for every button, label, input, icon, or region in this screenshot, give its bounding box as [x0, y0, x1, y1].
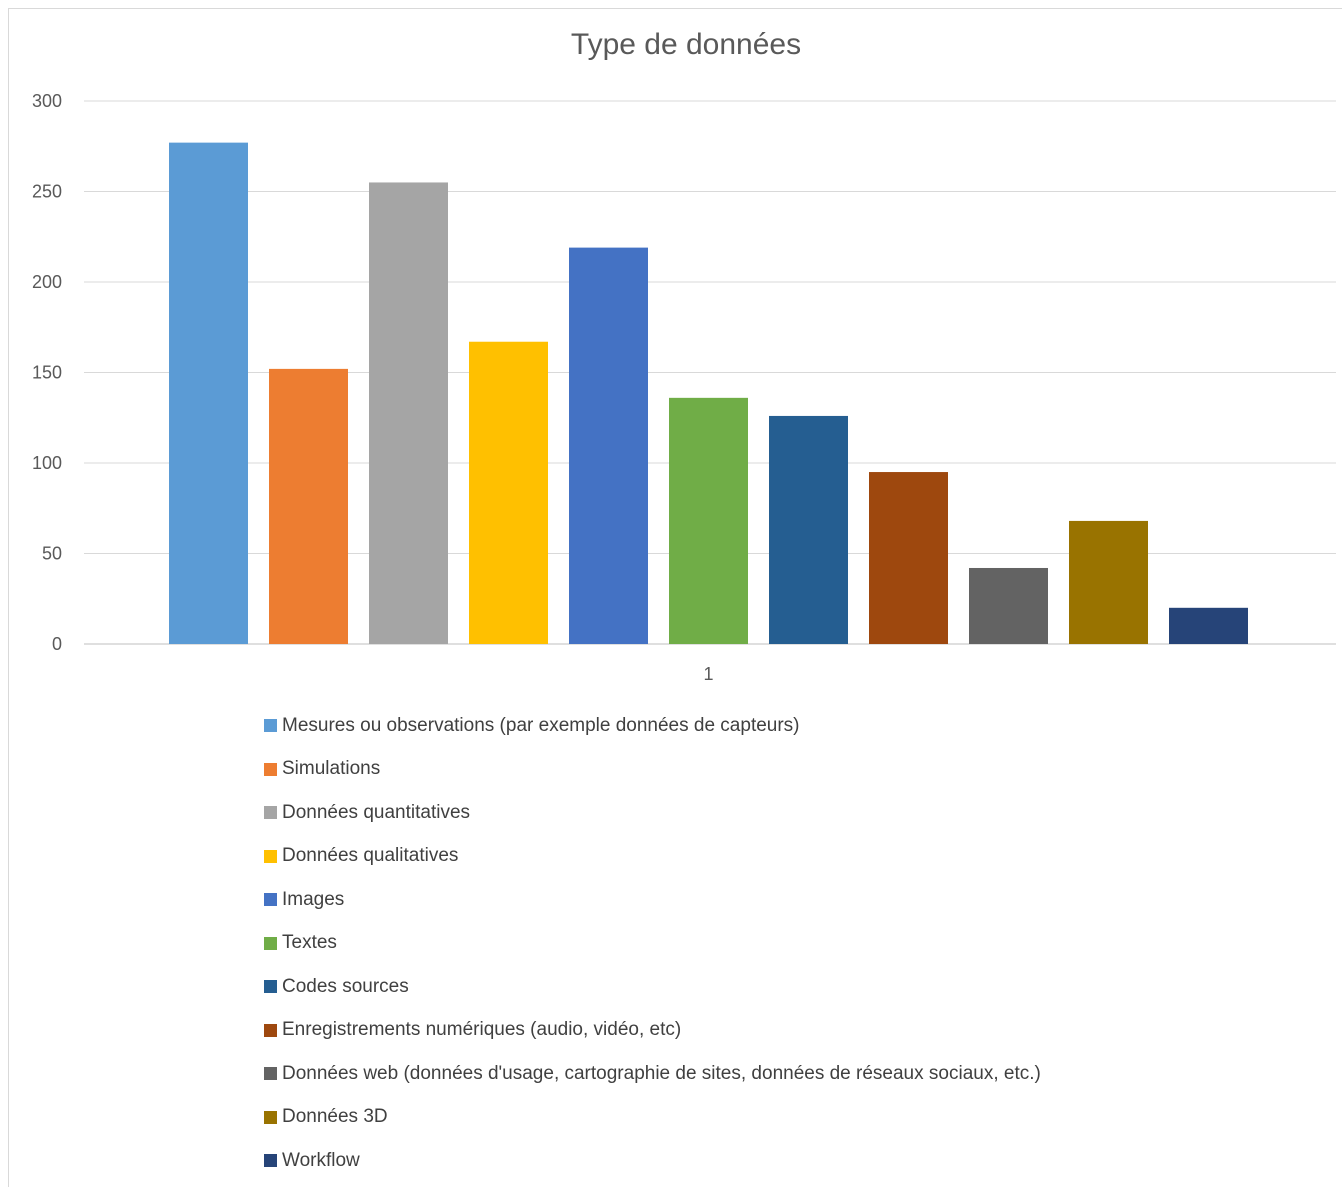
legend-item: Simulations [264, 748, 1041, 792]
bar-1 [169, 142, 248, 644]
legend-item: Textes [264, 922, 1041, 966]
bar-7 [769, 415, 848, 644]
bar-5 [569, 247, 648, 645]
legend-label: Textes [282, 932, 337, 954]
bar-3 [369, 182, 448, 644]
legend-swatch [264, 1067, 277, 1081]
legend-label: Images [282, 888, 345, 910]
legend-swatch [264, 762, 277, 776]
x-tick-label: 1 [703, 664, 713, 684]
legend-label: Données qualitatives [282, 845, 459, 867]
legend-label: Mesures ou observations (par exemple don… [282, 714, 800, 736]
legend-swatch [264, 719, 277, 733]
legend-label: Données quantitatives [282, 801, 471, 823]
legend-label: Simulations [282, 758, 381, 780]
legend-item: Données qualitatives [264, 835, 1041, 879]
y-tick-label: 150 [32, 363, 62, 383]
y-tick-label: 50 [42, 544, 62, 564]
legend-item: Codes sources [264, 965, 1041, 1009]
legend-swatch [264, 980, 277, 994]
legend-item: Images [264, 878, 1041, 922]
legend-label: Données web (données d'usage, cartograph… [282, 1062, 1041, 1084]
legend-item: Données 3D [264, 1096, 1041, 1140]
chart-title: Type de données [570, 28, 802, 61]
legend-swatch [264, 936, 277, 950]
legend-item: Enregistrements numériques (audio, vidéo… [264, 1009, 1041, 1053]
legend-label: Codes sources [282, 975, 409, 997]
y-tick-label: 200 [32, 272, 62, 292]
y-tick-label: 250 [32, 182, 62, 202]
y-tick-label: 100 [32, 453, 62, 473]
legend-label: Enregistrements numériques (audio, vidéo… [282, 1019, 682, 1041]
legend-swatch [264, 849, 277, 863]
bar-10 [1069, 520, 1148, 644]
bar-11 [1169, 607, 1248, 644]
bar-9 [969, 567, 1048, 644]
legend-item: Données quantitatives [264, 791, 1041, 835]
legend-swatch [264, 893, 277, 907]
legend: Mesures ou observations (par exemple don… [264, 704, 1041, 1183]
y-tick-label: 0 [52, 634, 62, 654]
y-tick-label: 300 [32, 91, 62, 111]
legend-swatch [264, 1023, 277, 1037]
legend-label: Données 3D [282, 1106, 388, 1128]
legend-item: Données web (données d'usage, cartograph… [264, 1052, 1041, 1096]
legend-item: Mesures ou observations (par exemple don… [264, 704, 1041, 748]
bar-8 [869, 472, 948, 644]
legend-item: Workflow [264, 1139, 1041, 1183]
legend-swatch [264, 1110, 277, 1124]
legend-swatch [264, 806, 277, 820]
bar-2 [269, 368, 348, 644]
plot-area: 0 50 100 150 200 250 300 1 [32, 91, 1336, 684]
bar-6 [669, 397, 748, 644]
bar-4 [469, 341, 548, 644]
legend-label: Workflow [282, 1149, 360, 1171]
legend-swatch [264, 1154, 277, 1168]
